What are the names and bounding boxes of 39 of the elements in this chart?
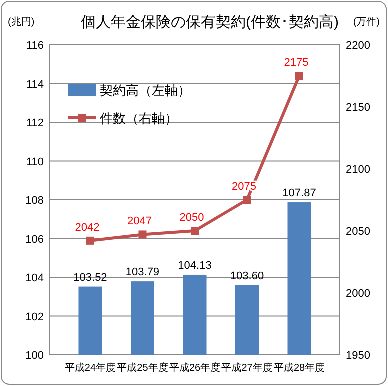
y-tick-label: 102 [26,311,44,324]
data-label: 2047 [128,216,152,228]
x-tick-label: 平成27年度 [222,362,273,374]
x-tick-label: 平成24年度 [64,362,116,374]
data-label: 107.87 [282,188,316,200]
legend-label: 件数（右軸） [100,111,178,126]
y2-tick-label: 1950 [346,350,370,362]
data-label: 2050 [180,212,204,224]
y2-tick-label: 2200 [346,40,370,52]
y2-tick-label: 2050 [346,226,370,238]
y-tick-label: 114 [26,78,44,91]
data-label: 2175 [284,57,309,69]
point [296,72,304,80]
y-tick-label: 116 [26,40,44,52]
point [138,230,147,239]
y2-tick-label: 2150 [346,102,370,114]
y-tick-label: 110 [26,156,44,168]
data-label: 103.79 [126,266,160,279]
y2-axis-title: (万件) [353,17,380,28]
data-label: 103.52 [74,272,108,284]
y-axis-title: (兆円) [8,16,35,28]
y-tick-label: 108 [26,195,44,207]
point [191,227,199,235]
data-label: 103.60 [230,270,264,282]
x-tick-label: 平成26年度 [169,362,221,374]
y-tick-label: 100 [26,350,44,362]
y-tick-label: 106 [26,234,44,246]
y2-tick-label: 2000 [346,288,370,300]
data-label: 2042 [75,222,100,234]
data-label: 104.13 [178,260,212,272]
x-tick-label: 平成28年度 [274,362,326,374]
chart-title: 個人年金保険の保有契約(件数･契約高) [81,14,339,31]
legend-label: 契約高（左軸） [100,83,191,98]
y2-tick-label: 2100 [346,164,370,176]
point [86,236,94,245]
y-tick-label: 112 [26,118,44,130]
x-tick-label: 平成25年度 [117,362,168,374]
point [243,196,252,204]
y-tick-label: 104 [26,272,44,284]
